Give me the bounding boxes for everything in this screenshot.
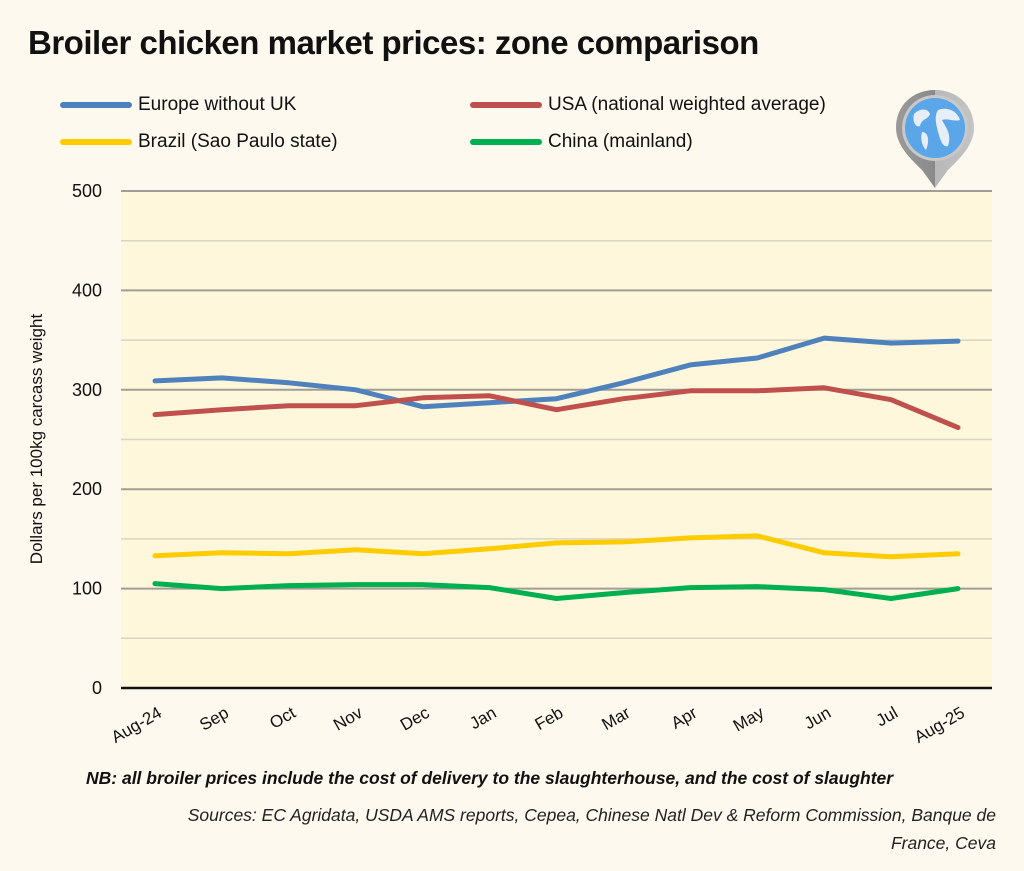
x-tick-label: Oct xyxy=(266,703,299,733)
x-tick-label: Jun xyxy=(801,703,834,733)
sources-line-2: France, Ceva xyxy=(890,833,996,853)
x-tick-label: Nov xyxy=(330,703,366,735)
series-lines xyxy=(152,335,961,601)
legend-swatch-china xyxy=(470,139,542,145)
legend-swatch-brazil xyxy=(60,139,132,145)
x-tick-label: Dec xyxy=(397,703,433,735)
x-tick-label: May xyxy=(730,703,768,736)
y-tick-label: 500 xyxy=(72,181,102,201)
chart-title: Broiler chicken market prices: zone comp… xyxy=(28,24,759,61)
y-tick-label: 100 xyxy=(72,579,102,599)
legend-label: Brazil (Sao Paulo state) xyxy=(138,131,338,152)
sources-line-1: Sources: EC Agridata, USDA AMS reports, … xyxy=(187,805,996,825)
legend-item-europe: Europe without UK xyxy=(60,94,296,116)
x-tick-label: Aug-24 xyxy=(108,703,165,747)
legend-swatch-europe xyxy=(60,102,132,108)
y-tick-label: 300 xyxy=(72,380,102,400)
y-axis-label: Dollars per 100kg carcass weight xyxy=(27,314,46,565)
x-axis-ticks: Aug-24 Sep Oct Nov Dec Jan Feb Mar Apr May Jun Jul A… xyxy=(108,703,968,747)
legend-label: China (mainland) xyxy=(548,131,693,152)
legend-item-china: China (mainland) xyxy=(470,131,693,153)
legend-item-brazil: Brazil (Sao Paulo state) xyxy=(60,131,338,153)
x-tick-label: Feb xyxy=(532,703,567,734)
globe-pin-icon xyxy=(896,90,974,188)
footer-note: NB: all broiler prices include the cost … xyxy=(86,768,894,788)
x-tick-label: Sep xyxy=(196,703,232,735)
x-tick-label: Mar xyxy=(599,703,634,734)
x-tick-label: Aug-25 xyxy=(911,703,968,747)
footer-sources: Sources: EC Agridata, USDA AMS reports, … xyxy=(96,801,996,857)
x-tick-label: Jul xyxy=(873,703,901,730)
legend-item-usa: USA (national weighted average) xyxy=(470,94,826,116)
y-axis-ticks: 0 100 200 300 400 500 xyxy=(72,181,102,698)
y-tick-label: 0 xyxy=(92,678,102,698)
x-tick-label: Jan xyxy=(466,703,499,733)
legend-label: Europe without UK xyxy=(138,94,297,115)
x-tick-label: Apr xyxy=(668,703,701,733)
y-tick-label: 200 xyxy=(72,479,102,499)
y-tick-label: 400 xyxy=(72,280,102,300)
legend-label: USA (national weighted average) xyxy=(548,94,826,115)
legend-swatch-usa xyxy=(470,102,542,108)
